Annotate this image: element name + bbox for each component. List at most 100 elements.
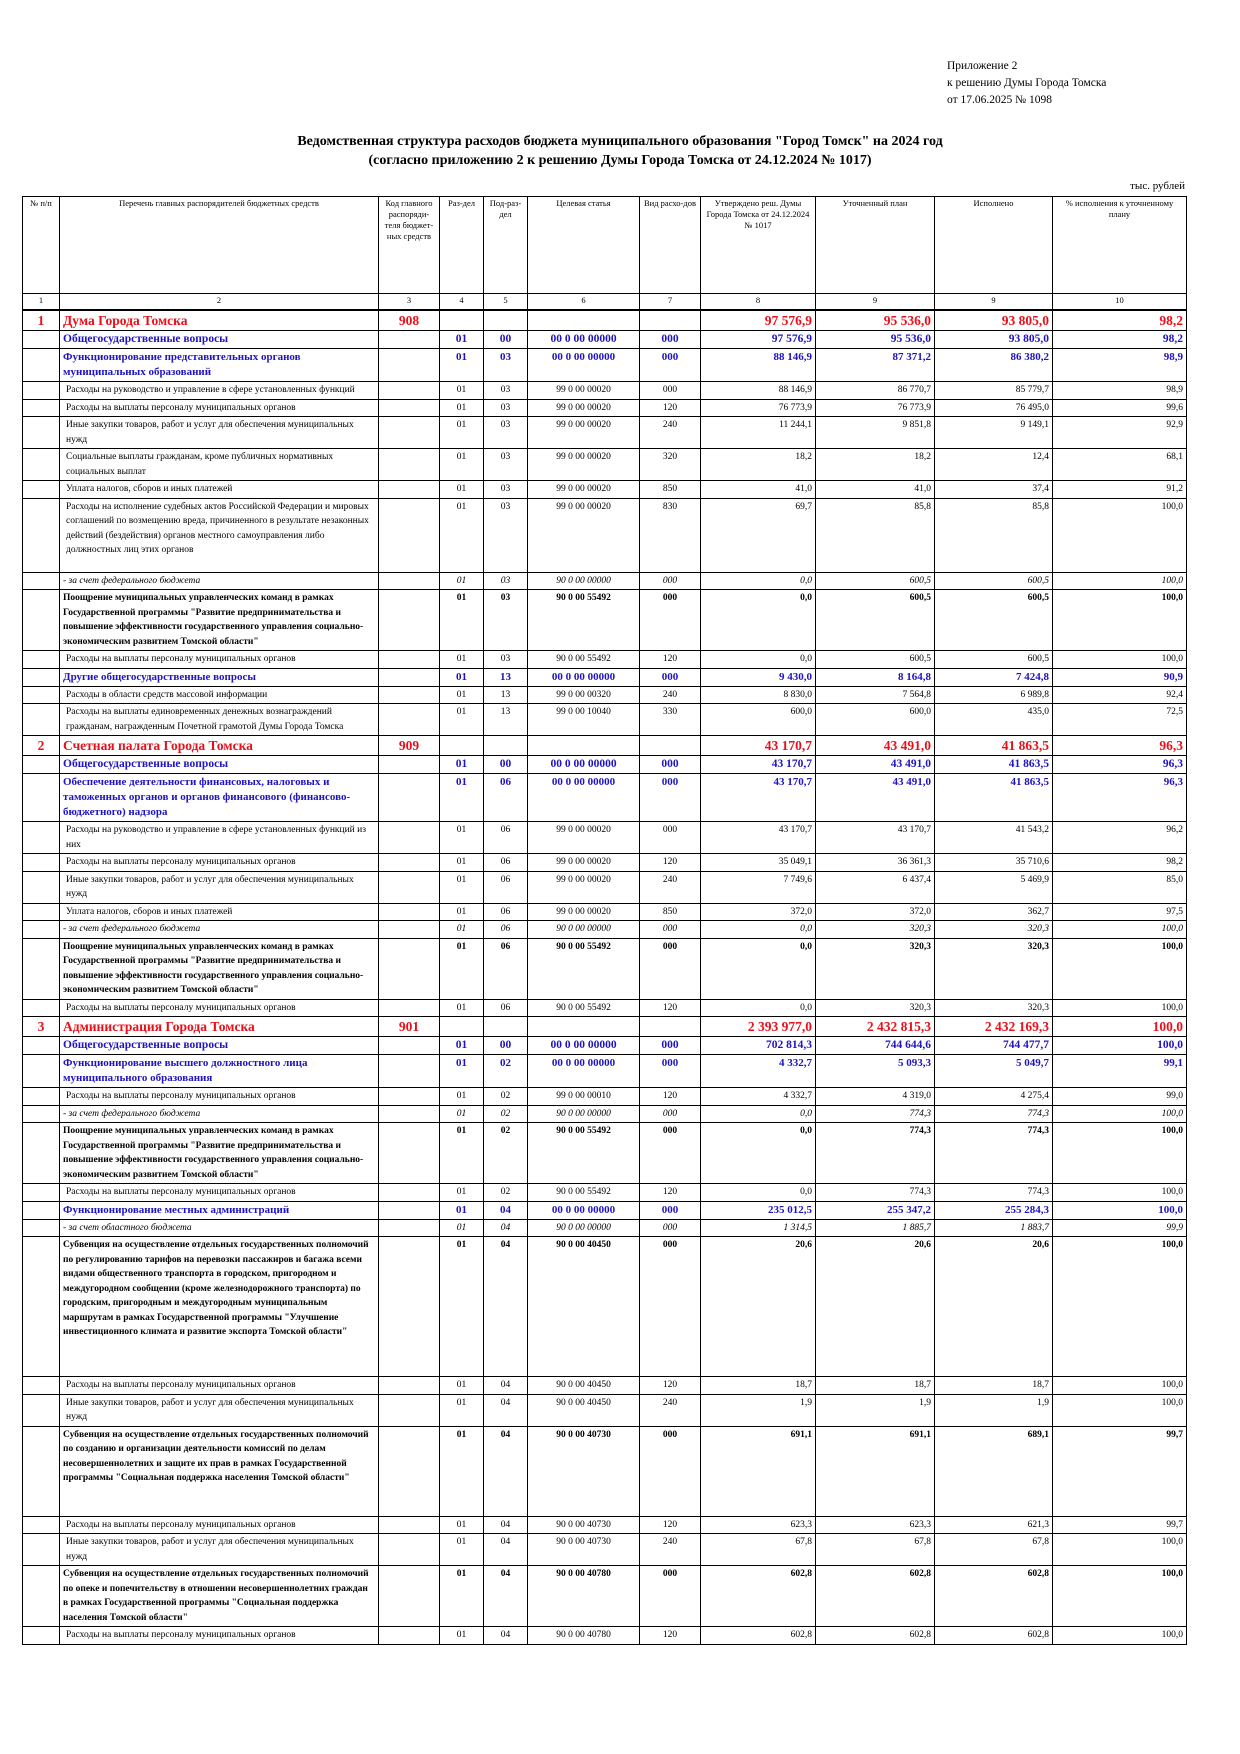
cell-code — [378, 1236, 440, 1377]
cell-target: 90 0 00 00000 — [527, 1104, 640, 1123]
cell-target: 99 0 00 00020 — [527, 870, 640, 904]
cell-subsection — [483, 309, 528, 331]
cell-expense-type: 850 — [639, 902, 701, 921]
cell-target: 90 0 00 00000 — [527, 920, 640, 939]
header-cell-name: Перечень главных распорядителей бюджетны… — [59, 196, 379, 294]
cell-expense-type: 240 — [639, 1393, 701, 1427]
cell-number: 2 — [22, 735, 60, 756]
cell-target — [527, 735, 640, 756]
cell-executed: 362,7 — [934, 902, 1053, 921]
cell-executed: 602,8 — [934, 1565, 1053, 1627]
cell-executed: 4 275,4 — [934, 1087, 1053, 1106]
cell-percent: 100,0 — [1052, 571, 1187, 590]
cell-expense-type: 120 — [639, 853, 701, 872]
cell-percent: 100,0 — [1052, 920, 1187, 939]
cell-target: 90 0 00 55492 — [527, 1122, 640, 1184]
cell-executed: 35 710,6 — [934, 853, 1053, 872]
cell-code — [378, 870, 440, 904]
cell-name: Расходы на выплаты единовременных денежн… — [59, 703, 379, 736]
header-cell-executed: Исполнено — [934, 196, 1053, 294]
cell-approved: 0,0 — [700, 571, 816, 590]
cell-approved: 97 576,9 — [700, 330, 816, 349]
cell-expense-type: 240 — [639, 685, 701, 704]
cell-subsection: 02 — [483, 1183, 528, 1202]
cell-number — [22, 330, 60, 349]
cell-section: 01 — [439, 685, 484, 704]
cell-percent: 100,0 — [1052, 650, 1187, 669]
cell-code — [378, 1087, 440, 1106]
cell-code — [378, 773, 440, 822]
cell-code — [378, 381, 440, 400]
cell-number — [22, 667, 60, 687]
cell-name: Расходы на выплаты персоналу муниципальн… — [59, 1087, 379, 1106]
cell-code — [378, 920, 440, 939]
cell-subsection: 03 — [483, 381, 528, 400]
cell-executed: 602,8 — [934, 1626, 1053, 1645]
cell-section: 01 — [439, 1376, 484, 1395]
table-row: Уплата налогов, сборов и иных платежей 01… — [22, 480, 1187, 499]
cell-executed: 320,3 — [934, 937, 1053, 1000]
section-row: Общегосударственные вопросы 01 00 00 0 00 0… — [22, 330, 1187, 349]
cell-plan: 6 437,4 — [815, 870, 935, 904]
cell-code — [378, 398, 440, 417]
cell-executed: 9 149,1 — [934, 416, 1053, 449]
cell-subsection: 00 — [483, 755, 528, 774]
cell-approved: 372,0 — [700, 902, 816, 921]
cell-name: Расходы на выплаты персоналу муниципальн… — [59, 398, 379, 417]
cell-expense-type: 120 — [639, 1376, 701, 1395]
cell-target: 99 0 00 00320 — [527, 685, 640, 704]
cell-plan: 76 773,9 — [815, 398, 935, 417]
cell-executed: 93 805,0 — [934, 309, 1053, 331]
cell-section: 01 — [439, 920, 484, 939]
cell-section — [439, 309, 484, 331]
cell-name: Другие общегосударственные вопросы — [59, 667, 379, 687]
cell-name: Расходы на выплаты персоналу муниципальн… — [59, 650, 379, 669]
cell-percent: 90,9 — [1052, 667, 1187, 687]
cell-plan: 600,5 — [815, 571, 935, 590]
cell-approved: 7 749,6 — [700, 870, 816, 904]
cell-subsection: 04 — [483, 1393, 528, 1427]
cell-target: 90 0 00 40730 — [527, 1533, 640, 1566]
cell-approved: 67,8 — [700, 1533, 816, 1566]
cell-percent: 97,5 — [1052, 902, 1187, 921]
cell-plan: 774,3 — [815, 1104, 935, 1123]
cell-subsection: 04 — [483, 1565, 528, 1627]
cell-executed: 320,3 — [934, 998, 1053, 1017]
cell-plan: 623,3 — [815, 1515, 935, 1534]
cell-name: Иные закупки товаров, работ и услуг для … — [59, 1393, 379, 1427]
cell-code — [378, 1036, 440, 1055]
cell-percent: 100,0 — [1052, 1016, 1187, 1037]
cell-percent: 100,0 — [1052, 1565, 1187, 1627]
cell-subsection: 06 — [483, 902, 528, 921]
cell-number — [22, 416, 60, 449]
cell-target: 90 0 00 40450 — [527, 1236, 640, 1377]
cell-number — [22, 571, 60, 590]
cell-expense-type: 000 — [639, 773, 701, 822]
cell-plan: 320,3 — [815, 937, 935, 1000]
cell-name: Обеспечение деятельности финансовых, нал… — [59, 773, 379, 822]
cell-number — [22, 1626, 60, 1645]
cell-subsection: 00 — [483, 1036, 528, 1055]
cell-subsection — [483, 735, 528, 756]
cell-percent: 99,0 — [1052, 1087, 1187, 1106]
cell-percent: 68,1 — [1052, 448, 1187, 481]
cell-name: Расходы на руководство и управление в сф… — [59, 381, 379, 400]
cell-number — [22, 381, 60, 400]
cell-section: 01 — [439, 1054, 484, 1088]
cell-approved: 602,8 — [700, 1565, 816, 1627]
cell-number — [22, 1036, 60, 1055]
cell-plan: 43 491,0 — [815, 735, 935, 756]
cell-plan: 18,2 — [815, 448, 935, 481]
cell-name: Иные закупки товаров, работ и услуг для … — [59, 1533, 379, 1566]
appendix-line-3: от 17.06.2025 № 1098 — [947, 94, 1052, 106]
cell-approved: 18,7 — [700, 1376, 816, 1395]
cell-approved: 20,6 — [700, 1236, 816, 1377]
cell-approved: 623,3 — [700, 1515, 816, 1534]
cell-section: 01 — [439, 497, 484, 573]
department-row: 1 Дума Города Томска 908 97 576,9 95 536,0 93… — [22, 309, 1187, 331]
cell-approved: 8 830,0 — [700, 685, 816, 704]
cell-approved: 88 146,9 — [700, 348, 816, 382]
cell-target: 99 0 00 00020 — [527, 416, 640, 449]
cell-name: - за счет областного бюджета — [59, 1218, 379, 1237]
cell-plan: 85,8 — [815, 497, 935, 573]
